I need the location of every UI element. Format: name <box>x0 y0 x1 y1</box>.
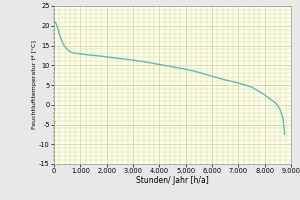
X-axis label: Stunden/ Jahr [h/a]: Stunden/ Jahr [h/a] <box>136 176 209 185</box>
Y-axis label: Feuchtlufttemperatur tᵠ [°C]: Feuchtlufttemperatur tᵠ [°C] <box>32 41 37 129</box>
